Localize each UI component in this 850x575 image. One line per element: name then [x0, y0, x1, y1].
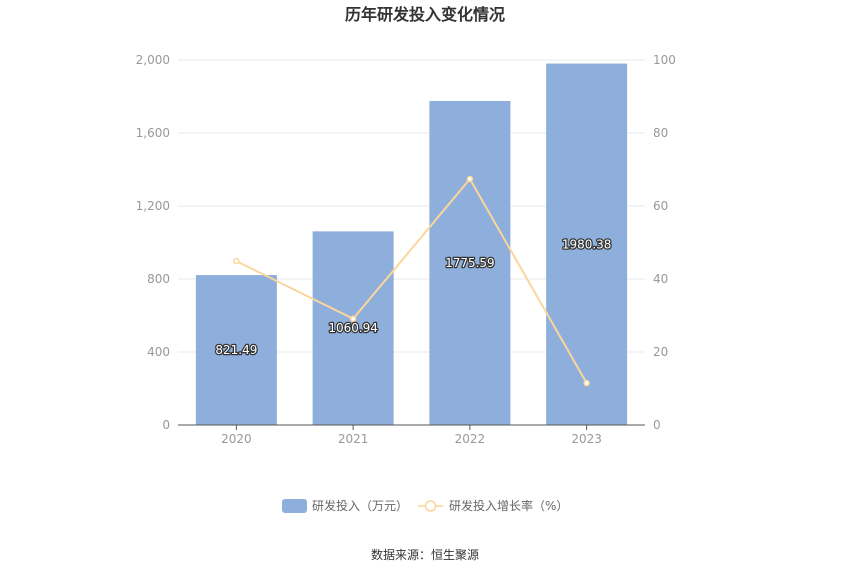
- bar-series: [195, 63, 628, 425]
- legend-bar-label: 研发投入（万元）: [312, 498, 408, 513]
- y-right-tick-label: 0: [653, 418, 661, 432]
- y-right-tick-label: 20: [653, 345, 668, 359]
- bar[interactable]: [429, 100, 511, 425]
- legend-item-line[interactable]: 研发投入增长率（%）: [418, 498, 568, 513]
- legend-item-bar[interactable]: 研发投入（万元）: [282, 498, 408, 513]
- y-right-tick-label: 80: [653, 126, 668, 140]
- x-tick-label: 2022: [455, 432, 486, 446]
- x-tick-label: 2023: [571, 432, 602, 446]
- bar-value-label: 821.49: [215, 343, 257, 357]
- y-left-tick-label: 400: [147, 345, 170, 359]
- x-tick-label: 2020: [221, 432, 252, 446]
- bar-value-label: 1060.94: [328, 321, 378, 335]
- line-point[interactable]: [466, 175, 474, 183]
- growth-line: [235, 177, 588, 384]
- y-left-tick-label: 0: [162, 418, 170, 432]
- bar[interactable]: [546, 63, 628, 425]
- y-right-tick-label: 40: [653, 272, 668, 286]
- y-left-tick-label: 1,600: [136, 126, 170, 140]
- y-right-tick-label: 60: [653, 199, 668, 213]
- legend-bar-swatch: [282, 499, 307, 513]
- bar-value-label: 1775.59: [445, 256, 495, 270]
- line-point[interactable]: [233, 257, 240, 265]
- legend: 研发投入（万元） 研发投入增长率（%）: [282, 498, 568, 513]
- legend-line-label: 研发投入增长率（%）: [449, 498, 568, 513]
- line-series: [233, 175, 590, 387]
- chart-title: 历年研发投入变化情况: [345, 5, 505, 24]
- y-left-tick-label: 1,200: [136, 199, 170, 213]
- bar[interactable]: [195, 275, 277, 425]
- source-note: 数据来源：恒生聚源: [371, 547, 479, 562]
- data-labels: 821.49 1060.94 1775.59 1980.38: [214, 236, 613, 358]
- legend-line-marker: [424, 500, 437, 512]
- axes: 0 400 800 1,200 1,600 2,000 0 20 40 60 80 100 2020 20…: [136, 53, 676, 446]
- line-point[interactable]: [349, 315, 357, 323]
- x-tick-label: 2021: [338, 432, 369, 446]
- line-point[interactable]: [583, 379, 590, 387]
- bar-value-label: 1980.38: [562, 237, 612, 251]
- y-left-tick-label: 2,000: [136, 53, 170, 67]
- y-left-tick-label: 800: [147, 272, 170, 286]
- bar[interactable]: [312, 231, 394, 425]
- y-right-tick-label: 100: [653, 53, 676, 67]
